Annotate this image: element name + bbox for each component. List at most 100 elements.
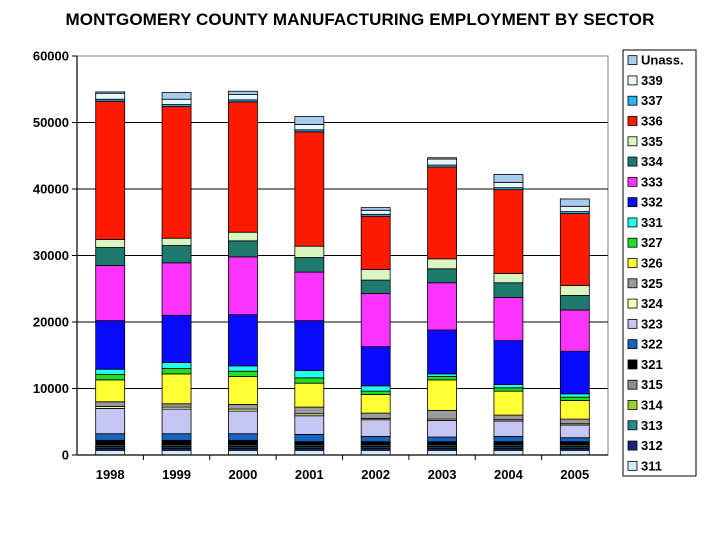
bar-segment-326-2003	[427, 379, 457, 411]
bar-segment-323-2001	[294, 415, 325, 435]
bar-segment-334-2004	[493, 282, 524, 298]
bar-segment-322-2002	[360, 435, 391, 443]
legend-swatch-312	[627, 440, 638, 451]
legend-label-325: 325	[641, 276, 663, 291]
x-tick-labels: 1998 1999 2000 2001 2002 2003 2004 2005	[96, 467, 590, 482]
bar-segment-323-1998	[95, 408, 126, 435]
bar-segment-unass-2001	[294, 116, 325, 125]
bar-segment-unass-2002	[360, 207, 391, 211]
bar-segment-311-2004	[493, 449, 524, 456]
bar-segment-326-1998	[95, 379, 126, 403]
legend-label-323: 323	[641, 316, 663, 331]
bar-segment-327-2002	[360, 390, 391, 395]
bar-segment-339-1999	[161, 98, 192, 105]
bar-segment-326-2002	[360, 394, 391, 414]
legend-label-311: 311	[641, 458, 662, 473]
bar-segment-339-2004	[493, 181, 524, 189]
bar-segment-327-2001	[294, 377, 325, 384]
bar-segment-331-1999	[161, 362, 192, 369]
bar-segment-332-1998	[95, 320, 126, 370]
bar-segment-334-2002	[360, 279, 391, 294]
chart-title: MONTGOMERY COUNTY MANUFACTURING EMPLOYME…	[65, 10, 655, 29]
bar-segment-322-2000	[228, 433, 258, 441]
legend-label-331: 331	[641, 215, 663, 230]
legend-label-322: 322	[641, 337, 663, 352]
bar-segment-unass-2000	[228, 90, 258, 95]
bar-segment-321-2003	[427, 441, 457, 446]
legend-label-335: 335	[641, 134, 663, 149]
legend-label-326: 326	[641, 256, 663, 271]
legend: Unass. 339 337 336 335 334 333 332 331 327 326 325 3…	[622, 49, 697, 477]
bar-segment-335-2005	[559, 285, 590, 296]
bar-segment-335-2002	[360, 269, 391, 281]
y-tick-label: 0	[62, 448, 69, 463]
bar-segment-326-2001	[294, 382, 325, 408]
bar-segment-335-2004	[493, 273, 524, 284]
bar-segment-325-1999	[161, 403, 192, 408]
bar-segment-325-2003	[427, 410, 457, 420]
legend-swatch-333	[627, 176, 638, 187]
bar-segment-335-1998	[95, 239, 126, 248]
bar-segment-334-1998	[95, 247, 126, 266]
bar-segment-334-2000	[228, 240, 258, 258]
x-tick-label-2000: 2000	[228, 467, 257, 482]
bar-segment-334-2003	[427, 268, 457, 284]
bar-segment-321-2004	[493, 441, 524, 446]
bar-segment-311-2003	[427, 449, 457, 456]
legend-swatch-339	[627, 75, 638, 86]
legend-swatch-321	[627, 359, 638, 370]
bar-segment-333-2004	[493, 296, 524, 342]
legend-label-321: 321	[641, 357, 663, 372]
legend-swatch-311	[627, 460, 638, 471]
y-tick-label: 40000	[33, 182, 69, 197]
bar-segment-332-2001	[294, 320, 325, 371]
bar-segment-326-2000	[228, 376, 258, 405]
y-tick-label: 50000	[33, 115, 69, 130]
legend-swatch-337	[627, 95, 638, 106]
bar-segment-323-2004	[493, 420, 524, 437]
bar-segment-336-2000	[228, 101, 258, 233]
legend-swatch-323	[627, 318, 638, 329]
bar-segment-333-1999	[161, 262, 192, 316]
bar-segment-334-2001	[294, 257, 325, 273]
legend-label-334: 334	[641, 154, 663, 169]
bar-segment-333-1998	[95, 265, 126, 322]
bar-segment-325-2001	[294, 406, 325, 415]
legend-label-332: 332	[641, 195, 663, 210]
bar-segment-336-2004	[493, 189, 524, 274]
bar-segment-322-1999	[161, 433, 192, 441]
bars	[95, 90, 590, 456]
bar-segment-326-2004	[493, 390, 524, 416]
bar-segment-331-2000	[228, 365, 258, 372]
bar-segment-322-2001	[294, 433, 325, 443]
bar-segment-323-2002	[360, 419, 391, 437]
bar-segment-333-2002	[360, 293, 391, 348]
bar-segment-321-2002	[360, 441, 391, 446]
legend-swatch-324	[627, 298, 638, 309]
bar-segment-323-2000	[228, 410, 258, 435]
bar-segment-322-2004	[493, 435, 524, 443]
grid-lines	[76, 55, 609, 456]
x-tick-label-2003: 2003	[428, 467, 457, 482]
legend-label-333: 333	[641, 174, 663, 189]
bar-segment-311-1999	[161, 449, 192, 456]
bar-segment-333-2001	[294, 271, 325, 322]
legend-swatch-314	[627, 400, 638, 410]
legend-label-313: 313	[641, 418, 663, 433]
bar-segment-339-2001	[294, 124, 325, 131]
bar-segment-332-2002	[360, 346, 391, 387]
bar-segment-336-2003	[427, 166, 457, 260]
bar-segment-336-2001	[294, 131, 325, 247]
legend-swatch-331	[627, 217, 638, 228]
bar-segment-327-1999	[161, 368, 192, 375]
bar-segment-326-1999	[161, 373, 192, 405]
bar-segment-unass-2004	[493, 173, 524, 183]
bar-segment-326-2005	[559, 400, 590, 420]
bar-segment-311-2001	[294, 449, 325, 456]
y-tick-label: 60000	[33, 49, 69, 64]
bar-segment-336-1999	[161, 106, 192, 239]
bar-segment-333-2005	[559, 309, 590, 352]
legend-swatch-326	[627, 258, 638, 268]
bar-segment-311-1998	[95, 449, 126, 456]
